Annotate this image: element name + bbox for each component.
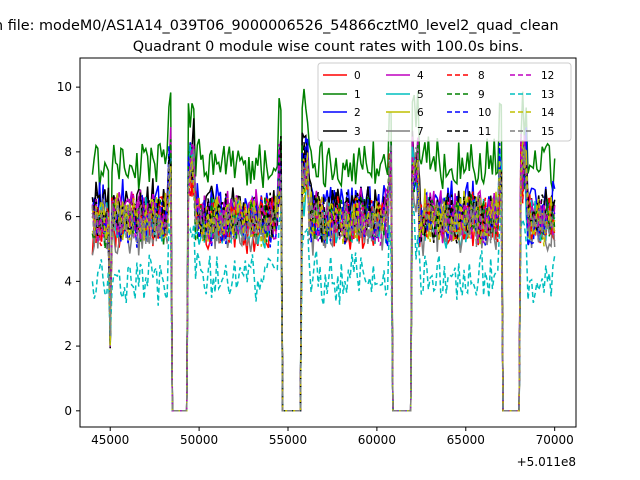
- legend-label-11: 11: [478, 126, 491, 138]
- x-tick-label: 65000: [447, 433, 485, 447]
- legend-label-4: 4: [417, 70, 424, 82]
- legend-label-15: 15: [541, 126, 554, 138]
- legend-label-12: 12: [541, 70, 554, 82]
- legend-label-1: 1: [354, 89, 361, 101]
- legend-label-10: 10: [478, 107, 491, 119]
- series-line-13: [91, 193, 556, 412]
- y-tick-label: 8: [64, 145, 72, 159]
- legend-label-5: 5: [417, 89, 424, 101]
- legend-label-7: 7: [417, 126, 424, 138]
- y-tick-label: 6: [64, 210, 72, 224]
- chart-title: Quadrant 0 module wise count rates with …: [133, 39, 524, 55]
- x-tick-label: 60000: [358, 433, 396, 447]
- legend-label-2: 2: [354, 107, 361, 119]
- y-axis: 0 2 4 6 8 10: [57, 80, 80, 418]
- x-tick-label: 55000: [269, 433, 307, 447]
- legend-label-14: 14: [541, 107, 555, 119]
- legend-label-13: 13: [541, 89, 554, 101]
- series-layer: [91, 88, 556, 412]
- legend-label-9: 9: [478, 89, 485, 101]
- legend-box: [317, 62, 572, 142]
- figure-suptitle: n file: modeM0/AS1A14_039T06_9000006526_…: [0, 18, 559, 34]
- y-tick-label: 10: [57, 80, 72, 94]
- legend-label-6: 6: [417, 107, 424, 119]
- legend-label-0: 0: [354, 70, 361, 82]
- legend-label-8: 8: [478, 70, 485, 82]
- series-line-11: [91, 141, 556, 412]
- axes-frame: [79, 57, 577, 428]
- legend-label-3: 3: [354, 126, 361, 138]
- x-offset-label: +5.011e8: [517, 455, 576, 469]
- x-tick-label: 70000: [536, 433, 574, 447]
- x-tick-label: 45000: [91, 433, 129, 447]
- x-tick-label: 50000: [180, 433, 218, 447]
- y-tick-label: 2: [64, 339, 72, 353]
- y-tick-label: 4: [64, 274, 72, 288]
- series-line-1: [91, 88, 556, 412]
- x-axis: 45000 50000 55000 60000 65000 70000: [91, 427, 574, 447]
- series-line-15: [91, 144, 556, 412]
- y-tick-label: 0: [64, 404, 72, 418]
